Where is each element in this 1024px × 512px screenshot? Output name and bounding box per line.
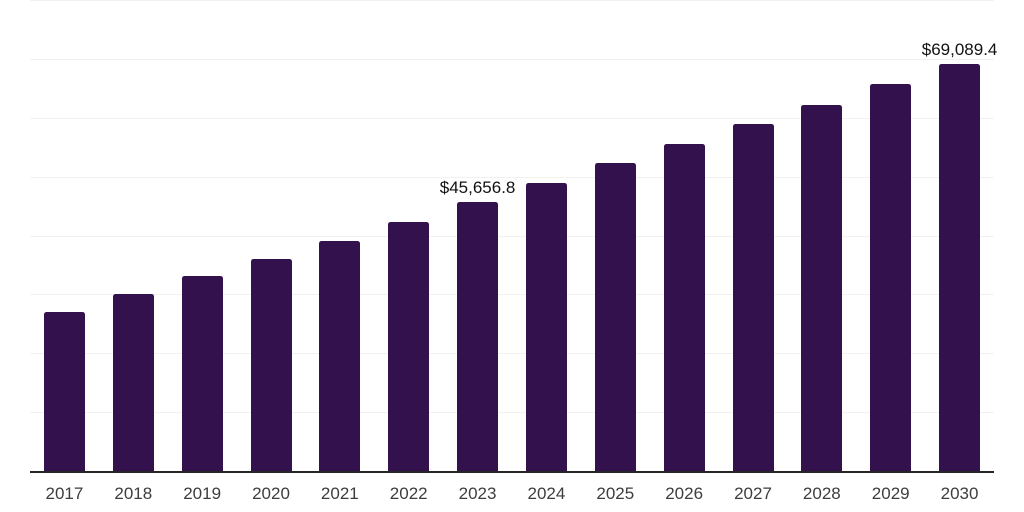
bar-2017 <box>43 312 85 471</box>
x-axis-line <box>30 471 994 473</box>
bar-2027 <box>732 123 774 471</box>
gridline-20000 <box>30 353 994 354</box>
bar-2030 <box>939 64 981 471</box>
bar-2023 <box>457 202 499 471</box>
gridline-70000 <box>30 59 994 60</box>
x-tick-2026: 2026 <box>665 484 704 503</box>
bar-2025 <box>594 163 636 471</box>
data-label-2030: $69,089.4 <box>921 40 998 60</box>
x-tick-2020: 2020 <box>252 484 290 503</box>
bar-2029 <box>870 84 912 471</box>
gridline-60000 <box>30 118 994 119</box>
x-tick-2030: 2030 <box>940 484 979 503</box>
gridline-40000 <box>30 236 994 237</box>
bar-2018 <box>112 293 154 471</box>
x-tick-2028: 2028 <box>802 484 841 503</box>
bar-2020 <box>250 258 292 471</box>
x-tick-2024: 2024 <box>527 484 566 503</box>
gridline-50000 <box>30 177 994 178</box>
x-tick-2021: 2021 <box>320 484 359 503</box>
x-tick-2025: 2025 <box>596 484 635 503</box>
data-label-2023: $45,656.8 <box>439 178 516 198</box>
bar-2022 <box>388 221 430 471</box>
bar-2024 <box>525 182 567 471</box>
x-tick-2023: 2023 <box>458 484 497 503</box>
x-tick-2027: 2027 <box>734 484 772 503</box>
x-tick-2022: 2022 <box>389 484 428 503</box>
bar-2019 <box>181 275 223 471</box>
bar-2028 <box>801 105 843 471</box>
gridline-80000 <box>30 0 994 1</box>
bar-2021 <box>319 240 361 471</box>
x-tick-2029: 2029 <box>871 484 910 503</box>
gridline-30000 <box>30 294 994 295</box>
x-tick-2017: 2017 <box>45 484 84 503</box>
gridline-10000 <box>30 412 994 413</box>
x-tick-2018: 2018 <box>114 484 153 503</box>
x-tick-2019: 2019 <box>183 484 222 503</box>
bar-2026 <box>663 143 705 471</box>
